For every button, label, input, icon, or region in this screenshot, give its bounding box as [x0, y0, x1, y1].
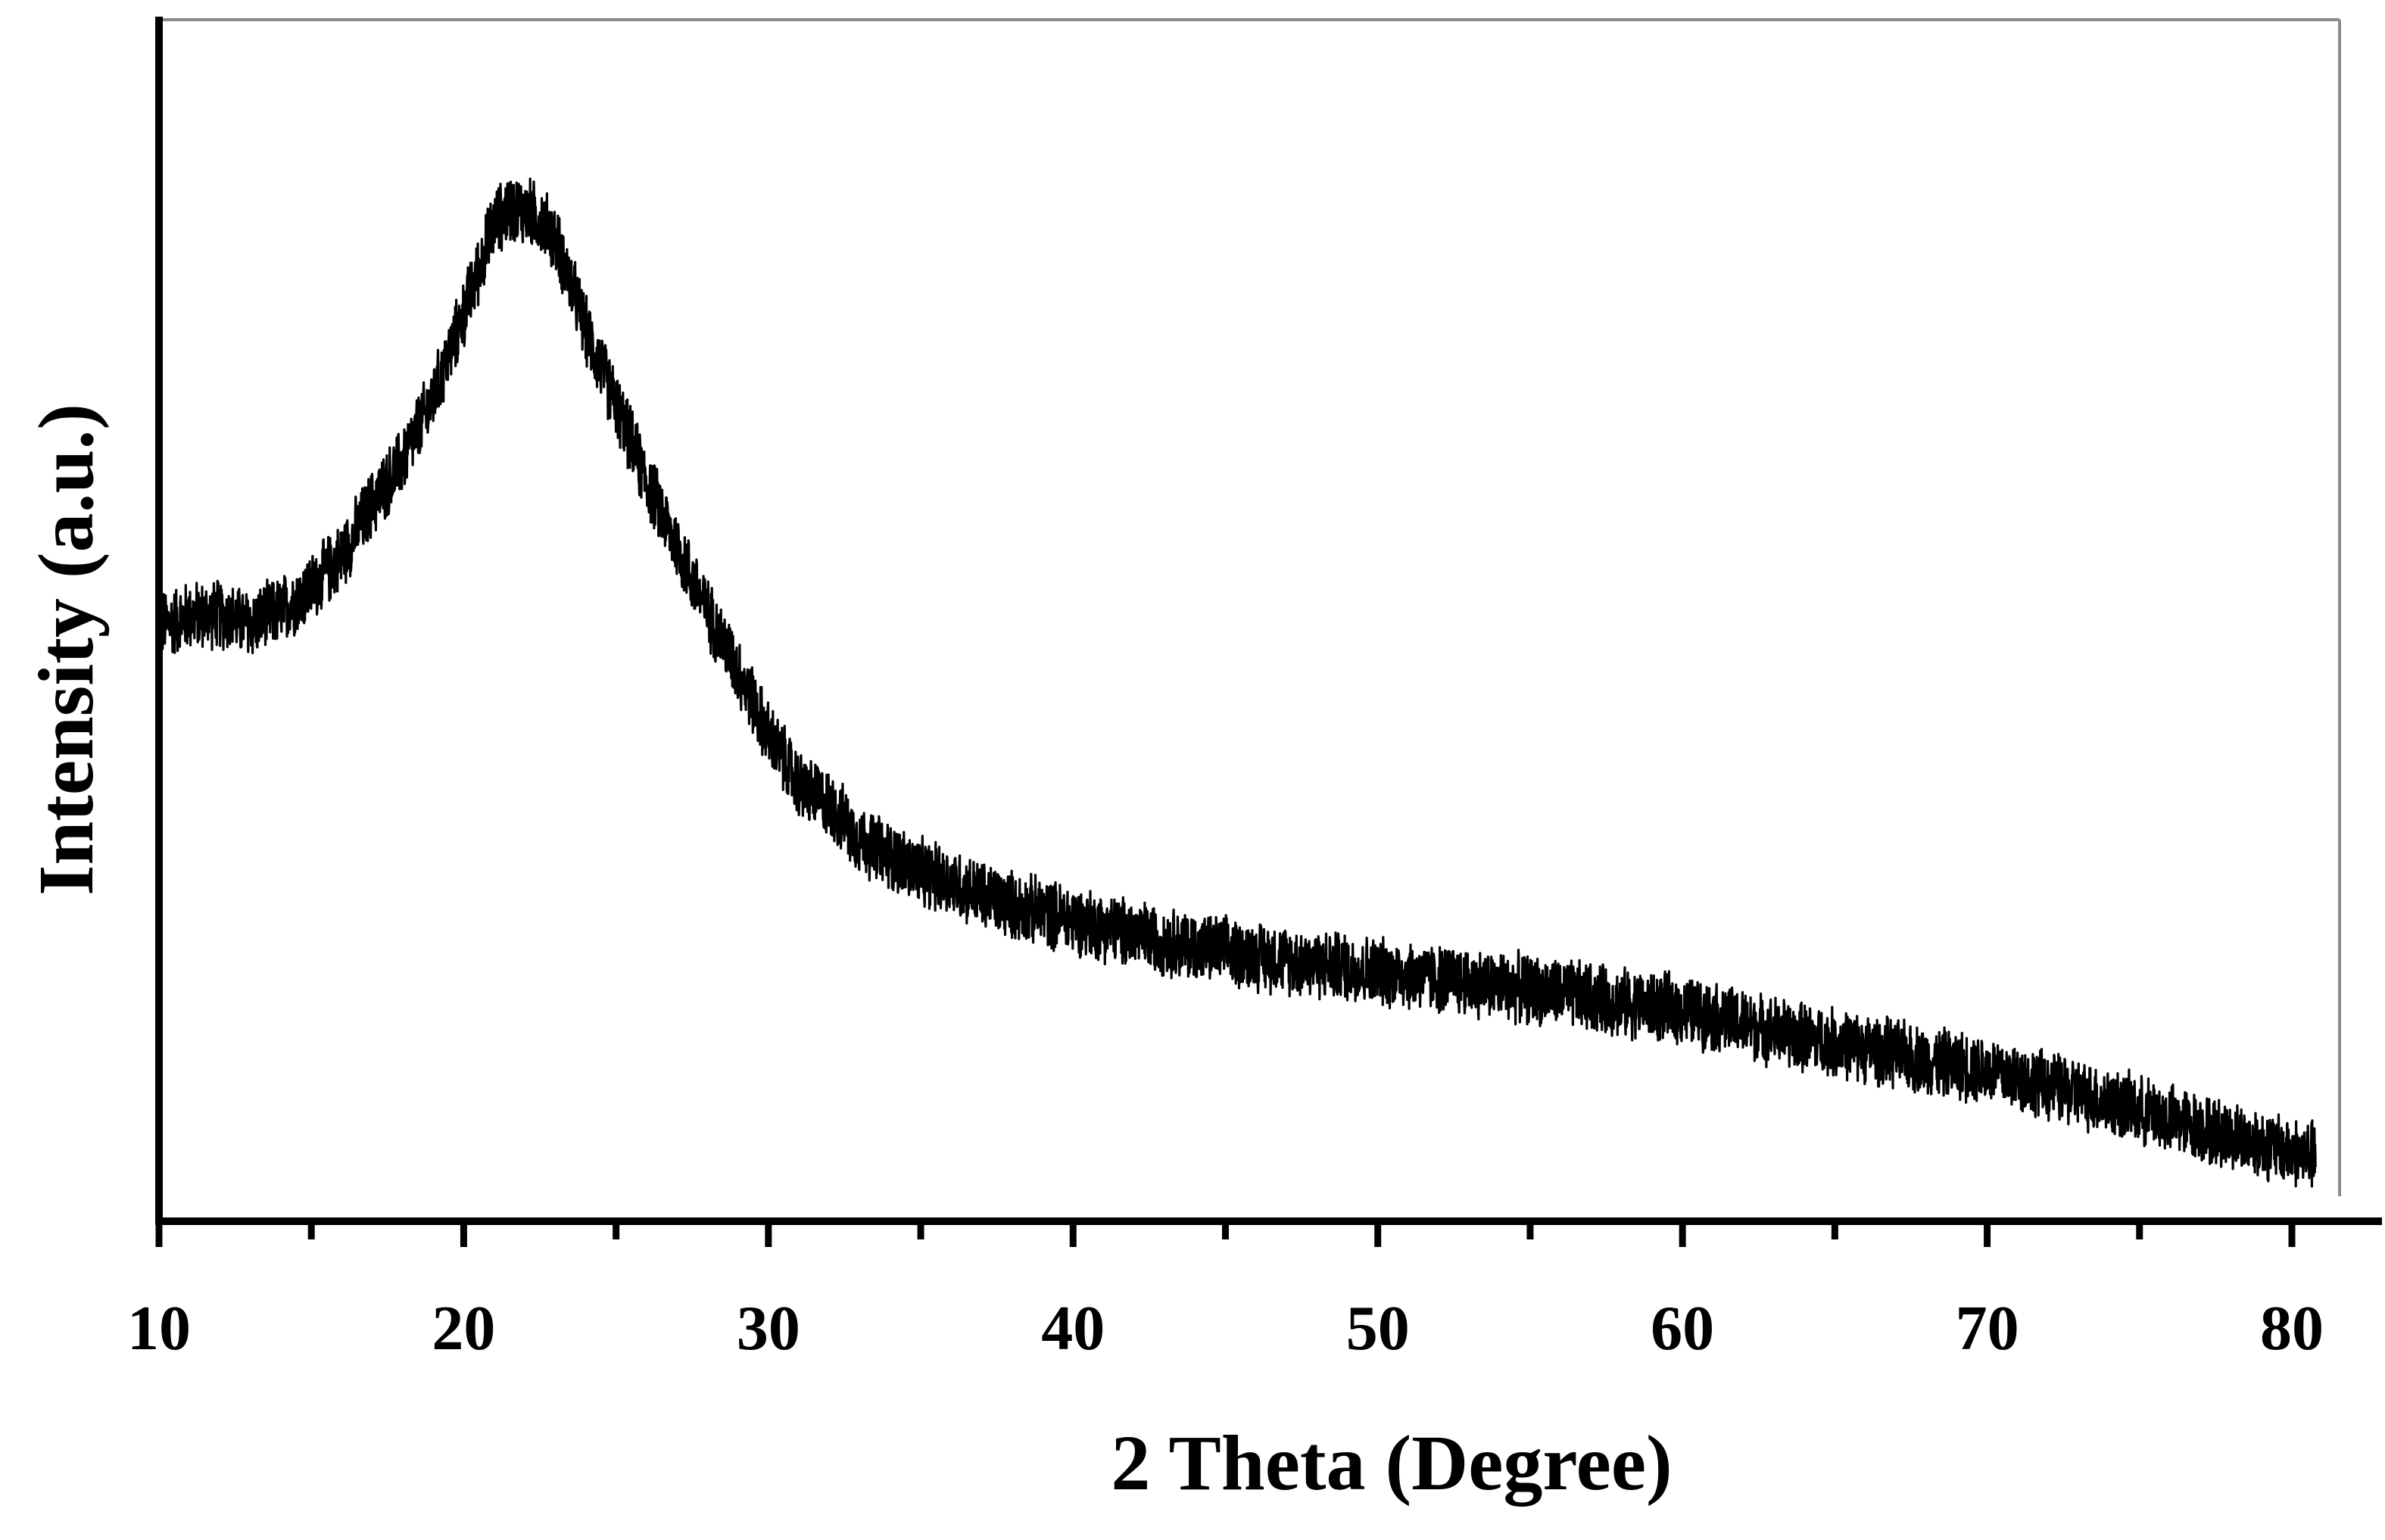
x-tick-label-1: 20: [432, 1293, 495, 1364]
x-axis-title: 2 Theta (Degree): [1111, 1420, 1672, 1507]
x-axis-ticks: [155, 1221, 2296, 1247]
x-tick-label-6: 70: [1956, 1293, 2019, 1364]
x-tick-label-5: 60: [1651, 1293, 1714, 1364]
x-axis-tick-labels: 10 20 30 40 50 60 70 80: [127, 1293, 2324, 1364]
x-tick-label-7: 80: [2260, 1293, 2324, 1364]
series-line: [157, 177, 2318, 1188]
y-axis-title: Intensity (a.u.): [23, 404, 110, 896]
x-tick-label-3: 40: [1041, 1293, 1105, 1364]
x-tick-label-0: 10: [127, 1293, 191, 1364]
x-tick-label-2: 30: [737, 1293, 800, 1364]
x-tick-label-4: 50: [1346, 1293, 1410, 1364]
